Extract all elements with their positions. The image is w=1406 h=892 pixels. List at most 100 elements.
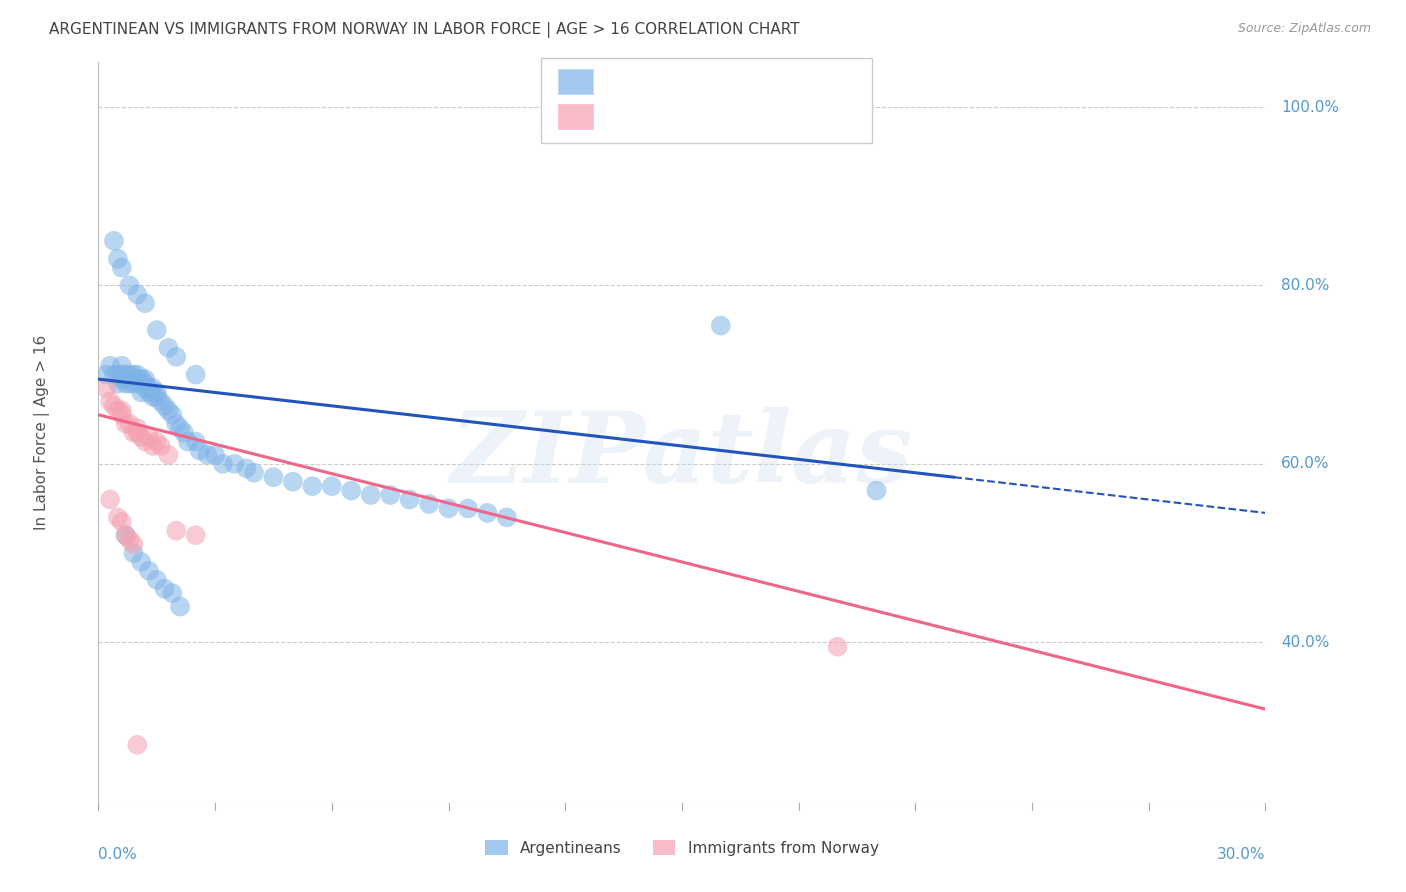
Immigrants from Norway bbox=[127, 421, 149, 435]
Argentineans bbox=[457, 501, 479, 516]
Argentineans bbox=[157, 403, 180, 417]
Argentineans bbox=[212, 457, 235, 471]
Argentineans bbox=[146, 323, 169, 337]
Argentineans bbox=[195, 448, 218, 462]
Argentineans bbox=[114, 368, 136, 382]
Argentineans bbox=[129, 372, 152, 386]
Argentineans bbox=[165, 417, 187, 431]
Argentineans bbox=[710, 318, 733, 333]
Immigrants from Norway bbox=[114, 528, 136, 542]
Immigrants from Norway bbox=[122, 425, 145, 440]
Text: -0.382: -0.382 bbox=[634, 110, 683, 124]
Text: 28: 28 bbox=[741, 110, 761, 124]
Immigrants from Norway bbox=[134, 434, 156, 449]
Argentineans bbox=[118, 376, 141, 391]
Text: 100.0%: 100.0% bbox=[1281, 100, 1339, 114]
Argentineans bbox=[122, 546, 145, 560]
Argentineans bbox=[107, 376, 129, 391]
Argentineans bbox=[165, 350, 187, 364]
Text: Source: ZipAtlas.com: Source: ZipAtlas.com bbox=[1237, 22, 1371, 36]
Argentineans bbox=[129, 385, 152, 400]
Argentineans bbox=[127, 287, 149, 301]
Text: R =: R = bbox=[603, 110, 637, 124]
Text: 30.0%: 30.0% bbox=[1218, 847, 1265, 863]
Argentineans bbox=[398, 492, 420, 507]
Immigrants from Norway bbox=[157, 448, 180, 462]
Immigrants from Norway bbox=[98, 492, 121, 507]
Immigrants from Norway bbox=[184, 528, 207, 542]
Argentineans bbox=[111, 359, 134, 373]
Text: 0.0%: 0.0% bbox=[98, 847, 138, 863]
Immigrants from Norway bbox=[111, 515, 134, 529]
Text: In Labor Force | Age > 16: In Labor Force | Age > 16 bbox=[34, 335, 51, 530]
Text: 80: 80 bbox=[741, 74, 761, 88]
Argentineans bbox=[118, 278, 141, 293]
Immigrants from Norway bbox=[111, 408, 134, 422]
Immigrants from Norway bbox=[118, 533, 141, 547]
Argentineans bbox=[153, 582, 176, 596]
Argentineans bbox=[122, 372, 145, 386]
Argentineans bbox=[204, 448, 226, 462]
Argentineans bbox=[496, 510, 519, 524]
Argentineans bbox=[146, 385, 169, 400]
Text: 40.0%: 40.0% bbox=[1281, 635, 1329, 649]
Argentineans bbox=[243, 466, 266, 480]
Argentineans bbox=[149, 394, 172, 409]
Immigrants from Norway bbox=[142, 439, 165, 453]
Immigrants from Norway bbox=[127, 738, 149, 752]
Immigrants from Norway bbox=[103, 399, 125, 413]
Argentineans bbox=[138, 564, 160, 578]
Immigrants from Norway bbox=[111, 403, 134, 417]
Text: R =: R = bbox=[603, 74, 637, 88]
Argentineans bbox=[169, 421, 191, 435]
Immigrants from Norway bbox=[149, 439, 172, 453]
Argentineans bbox=[114, 372, 136, 386]
Argentineans bbox=[114, 376, 136, 391]
Argentineans bbox=[157, 341, 180, 355]
Argentineans bbox=[103, 234, 125, 248]
Argentineans bbox=[111, 372, 134, 386]
Immigrants from Norway bbox=[129, 430, 152, 444]
Argentineans bbox=[138, 385, 160, 400]
Argentineans bbox=[122, 376, 145, 391]
Argentineans bbox=[262, 470, 284, 484]
Argentineans bbox=[437, 501, 460, 516]
Immigrants from Norway bbox=[107, 510, 129, 524]
Argentineans bbox=[380, 488, 402, 502]
Argentineans bbox=[162, 586, 184, 600]
Legend: Argentineans, Immigrants from Norway: Argentineans, Immigrants from Norway bbox=[479, 834, 884, 862]
Text: N =: N = bbox=[699, 74, 742, 88]
Text: 80.0%: 80.0% bbox=[1281, 278, 1329, 293]
Text: N =: N = bbox=[699, 110, 742, 124]
Argentineans bbox=[340, 483, 363, 498]
Argentineans bbox=[122, 368, 145, 382]
Immigrants from Norway bbox=[122, 537, 145, 551]
Argentineans bbox=[127, 376, 149, 391]
Argentineans bbox=[129, 555, 152, 569]
Argentineans bbox=[134, 381, 156, 395]
Text: ARGENTINEAN VS IMMIGRANTS FROM NORWAY IN LABOR FORCE | AGE > 16 CORRELATION CHAR: ARGENTINEAN VS IMMIGRANTS FROM NORWAY IN… bbox=[49, 22, 800, 38]
Argentineans bbox=[184, 368, 207, 382]
Argentineans bbox=[138, 381, 160, 395]
Immigrants from Norway bbox=[114, 417, 136, 431]
Argentineans bbox=[127, 368, 149, 382]
Argentineans bbox=[301, 479, 323, 493]
Immigrants from Norway bbox=[118, 417, 141, 431]
Argentineans bbox=[142, 390, 165, 404]
Argentineans bbox=[118, 372, 141, 386]
Immigrants from Norway bbox=[138, 430, 160, 444]
Immigrants from Norway bbox=[96, 381, 118, 395]
Argentineans bbox=[103, 368, 125, 382]
Argentineans bbox=[153, 399, 176, 413]
Text: -0.263: -0.263 bbox=[634, 74, 683, 88]
Argentineans bbox=[111, 368, 134, 382]
Immigrants from Norway bbox=[107, 403, 129, 417]
Argentineans bbox=[114, 528, 136, 542]
Argentineans bbox=[134, 296, 156, 310]
Argentineans bbox=[127, 372, 149, 386]
Argentineans bbox=[96, 368, 118, 382]
Text: 60.0%: 60.0% bbox=[1281, 457, 1330, 471]
Text: ZIPatlas: ZIPatlas bbox=[451, 407, 912, 503]
Argentineans bbox=[134, 372, 156, 386]
Argentineans bbox=[188, 443, 211, 458]
